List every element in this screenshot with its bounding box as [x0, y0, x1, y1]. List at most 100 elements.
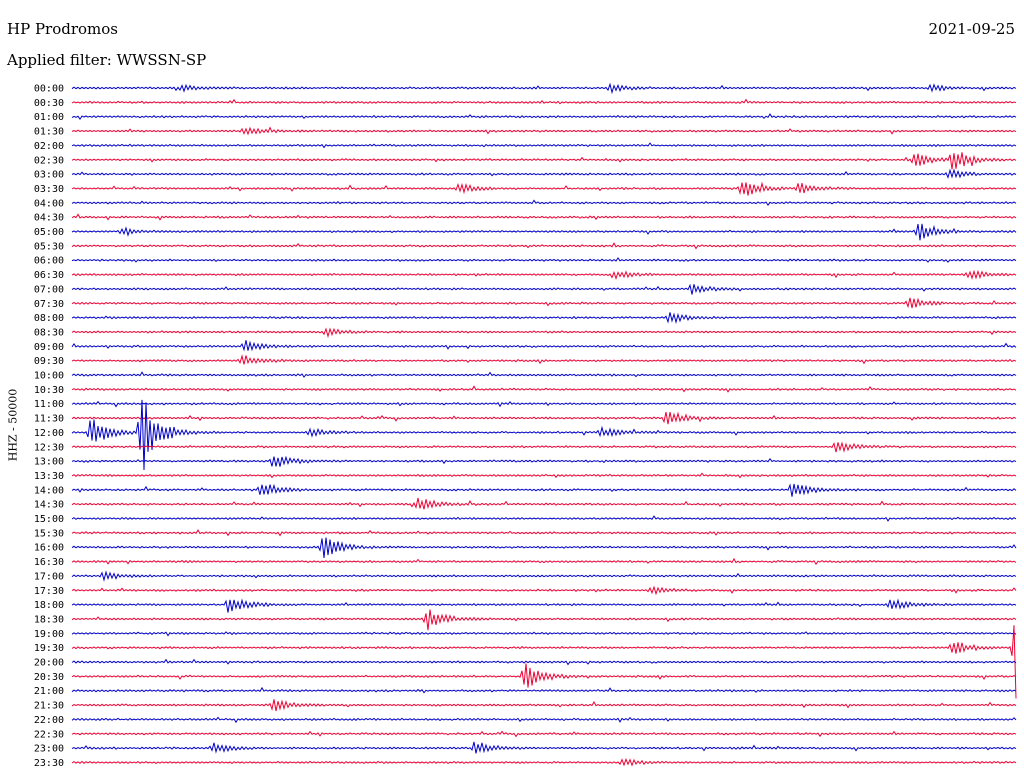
time-label: 00:30 — [34, 98, 64, 109]
time-label: 17:30 — [34, 586, 64, 597]
date-label: 2021-09-25 — [928, 20, 1015, 38]
time-label: 02:30 — [34, 155, 64, 166]
trace-row — [71, 354, 1017, 365]
trace-row — [71, 340, 1017, 352]
time-label: 10:00 — [34, 371, 64, 382]
trace-row — [71, 199, 1017, 206]
trace-row — [71, 483, 1017, 497]
time-label: 13:00 — [34, 457, 64, 468]
trace-row — [71, 515, 1017, 522]
time-label: 22:00 — [34, 715, 64, 726]
time-label: 16:00 — [34, 543, 64, 554]
time-label: 16:30 — [34, 557, 64, 568]
time-label: 23:00 — [34, 744, 64, 755]
trace-row — [71, 625, 1017, 699]
trace-row — [71, 663, 1017, 688]
time-label: 01:00 — [34, 112, 64, 123]
trace-row — [71, 371, 1017, 378]
trace-rows — [71, 82, 1017, 767]
time-label: 11:30 — [34, 414, 64, 425]
trace-row — [71, 385, 1017, 393]
time-label: 04:30 — [34, 213, 64, 224]
trace-row — [71, 570, 1017, 582]
trace-row — [71, 537, 1017, 559]
time-label: 14:30 — [34, 500, 64, 511]
time-label: 05:30 — [34, 241, 64, 252]
time-label: 18:30 — [34, 614, 64, 625]
trace-row — [71, 658, 1017, 666]
trace-row — [71, 400, 1017, 408]
time-label: 08:30 — [34, 327, 64, 338]
time-label: 07:00 — [34, 284, 64, 295]
time-label: 14:00 — [34, 485, 64, 496]
trace-row — [71, 142, 1017, 149]
time-label: 03:00 — [34, 170, 64, 181]
time-label: 05:00 — [34, 227, 64, 238]
trace-row — [71, 557, 1017, 566]
trace-row — [71, 312, 1017, 325]
trace-row — [71, 609, 1017, 631]
time-label: 12:30 — [34, 442, 64, 453]
trace-row — [71, 98, 1017, 105]
time-label: 11:00 — [34, 399, 64, 410]
trace-row — [71, 269, 1017, 280]
trace-row — [71, 213, 1017, 221]
trace-row — [71, 152, 1017, 170]
trace-row — [71, 598, 1017, 613]
trace-row — [71, 257, 1017, 263]
trace-row — [71, 686, 1017, 694]
trace-row — [71, 497, 1017, 510]
trace-row — [71, 327, 1017, 339]
time-label: 09:30 — [34, 356, 64, 367]
time-label: 15:30 — [34, 528, 64, 539]
time-label: 17:00 — [34, 571, 64, 582]
time-label: 06:30 — [34, 270, 64, 281]
time-label: 10:30 — [34, 385, 64, 396]
trace-row — [71, 113, 1017, 120]
trace-row — [71, 126, 1017, 136]
trace-row — [71, 757, 1017, 767]
trace-row — [71, 455, 1017, 467]
time-label: 09:00 — [34, 342, 64, 353]
time-label: 06:00 — [34, 256, 64, 267]
time-label: 08:00 — [34, 313, 64, 324]
trace-row — [71, 529, 1017, 537]
time-label: 23:30 — [34, 758, 64, 769]
trace-row — [71, 297, 1017, 309]
filter-label: Applied filter: WWSSN-SP — [7, 51, 207, 69]
trace-row — [71, 399, 1017, 471]
time-label: 02:00 — [34, 141, 64, 152]
time-label: 13:30 — [34, 471, 64, 482]
trace-row — [71, 223, 1017, 241]
time-label: 21:00 — [34, 686, 64, 697]
trace-row — [71, 181, 1017, 196]
time-label: 00:00 — [34, 84, 64, 95]
time-label: 18:00 — [34, 600, 64, 611]
time-label: 01:30 — [34, 127, 64, 138]
trace-row — [71, 585, 1017, 596]
trace-row — [71, 242, 1017, 250]
trace-row — [71, 441, 1017, 453]
time-label: 07:30 — [34, 299, 64, 310]
time-label: 15:00 — [34, 514, 64, 525]
trace-row — [71, 168, 1017, 179]
trace-row — [71, 631, 1017, 637]
time-labels: 00:00 00:30 01:00 01:30 02:00 02:30 03:00 03:30… — [34, 84, 64, 769]
trace-row — [71, 730, 1017, 738]
trace-row — [71, 472, 1017, 479]
time-label: 04:00 — [34, 198, 64, 209]
time-label: 20:00 — [34, 658, 64, 669]
station-title: HP Prodromos — [7, 20, 118, 38]
time-label: 19:00 — [34, 629, 64, 640]
time-label: 20:30 — [34, 672, 64, 683]
time-label: 12:00 — [34, 428, 64, 439]
trace-row — [71, 741, 1017, 754]
trace-row — [71, 716, 1017, 724]
time-label: 19:30 — [34, 643, 64, 654]
time-label: 03:30 — [34, 184, 64, 195]
time-label: 21:30 — [34, 701, 64, 712]
time-label: 22:30 — [34, 729, 64, 740]
trace-row — [71, 283, 1017, 295]
trace-row — [71, 699, 1017, 712]
